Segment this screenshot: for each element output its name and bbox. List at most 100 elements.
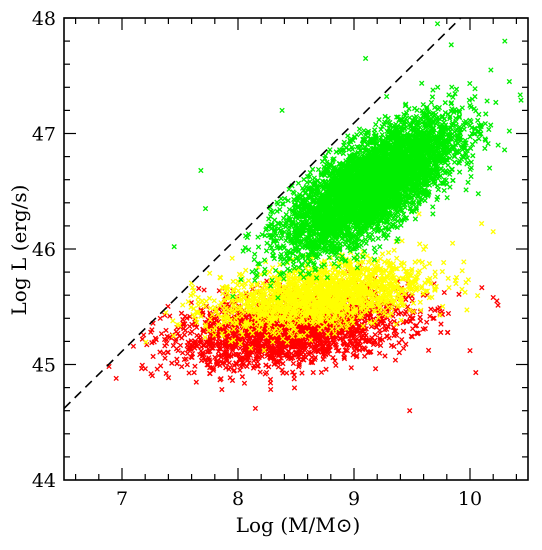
data-point-series-0: [428, 306, 434, 312]
data-point-series-1: [439, 268, 446, 275]
data-point-series-0: [113, 375, 119, 382]
data-point-series-0: [495, 302, 501, 308]
data-point-series-0: [414, 330, 420, 336]
data-point-series-0: [473, 369, 479, 376]
data-point-series-2: [506, 128, 513, 134]
data-point-series-0: [193, 379, 199, 385]
data-point-series-0: [157, 315, 163, 322]
data-point-series-0: [376, 350, 383, 356]
data-point-series-0: [163, 327, 169, 334]
data-point-series-0: [424, 319, 430, 325]
data-point-series-1: [474, 292, 481, 299]
data-point-series-0: [350, 352, 356, 358]
data-point-series-0: [351, 347, 357, 354]
data-point-series-0: [382, 353, 388, 359]
data-point-series-1: [459, 268, 465, 274]
data-point-series-0: [186, 370, 192, 376]
data-point-series-0: [372, 332, 378, 338]
data-point-series-0: [333, 362, 339, 369]
data-point-series-0: [291, 385, 298, 391]
data-point-series-0: [438, 321, 444, 327]
data-point-series-2: [249, 269, 255, 275]
data-point-series-1: [417, 299, 423, 305]
data-point-series-0: [403, 341, 409, 347]
data-point-series-0: [140, 332, 147, 338]
data-point-series-0: [184, 362, 190, 368]
data-point-series-0: [348, 365, 354, 371]
data-point-series-0: [467, 347, 473, 354]
data-point-series-0: [187, 330, 193, 336]
data-point-series-2: [435, 186, 442, 193]
data-point-series-0: [417, 309, 424, 315]
data-point-series-1: [412, 259, 418, 265]
data-point-series-0: [203, 303, 210, 310]
data-point-series-0: [366, 349, 373, 355]
data-point-series-0: [368, 323, 375, 330]
data-point-series-0: [392, 357, 399, 363]
data-point-series-1: [206, 295, 213, 301]
data-point-series-0: [291, 376, 297, 382]
data-point-series-0: [175, 347, 181, 354]
data-point-series-0: [158, 331, 165, 337]
data-point-series-0: [138, 365, 145, 372]
data-point-series-1: [446, 284, 452, 291]
data-point-series-0: [399, 337, 405, 343]
data-point-series-1: [421, 264, 428, 270]
data-point-series-1: [461, 259, 467, 265]
data-point-series-0: [441, 289, 447, 296]
data-point-series-1: [243, 267, 249, 273]
data-point-series-0: [162, 355, 168, 361]
data-point-series-0: [178, 310, 185, 316]
data-point-series-1: [195, 294, 201, 301]
data-point-series-0: [174, 356, 180, 362]
data-point-series-0: [192, 363, 198, 369]
data-point-series-0: [299, 370, 305, 376]
data-point-series-1: [453, 280, 459, 287]
data-point-series-2: [441, 187, 447, 194]
data-point-series-1: [267, 269, 273, 275]
data-point-series-1: [385, 249, 392, 256]
data-point-series-0: [268, 386, 274, 393]
data-point-series-1: [230, 278, 236, 285]
data-point-series-2: [475, 191, 481, 197]
data-point-series-1: [432, 273, 438, 280]
data-point-series-0: [148, 329, 154, 335]
data-point-series-0: [445, 310, 452, 317]
data-point-series-1: [364, 253, 370, 259]
data-point-series-0: [154, 366, 160, 372]
data-point-series-0: [456, 291, 462, 297]
data-point-series-1: [490, 229, 496, 235]
data-point-series-0: [197, 333, 203, 339]
data-point-series-0: [267, 376, 274, 383]
data-point-series-0: [244, 363, 250, 370]
data-point-series-0: [445, 329, 451, 336]
data-point-series-0: [165, 349, 171, 355]
data-point-series-2: [470, 153, 476, 159]
data-point-series-0: [257, 369, 263, 375]
data-point-series-1: [417, 268, 423, 274]
data-point-series-2: [372, 249, 378, 255]
data-point-series-0: [163, 370, 169, 377]
data-point-series-1: [459, 286, 465, 292]
data-point-series-2: [383, 93, 390, 100]
data-point-series-1: [478, 220, 485, 227]
data-point-series-1: [180, 302, 186, 308]
data-point-series-2: [476, 136, 482, 142]
data-point-series-1: [379, 251, 386, 257]
data-point-series-0: [263, 369, 270, 376]
data-point-series-0: [400, 345, 407, 352]
data-point-series-0: [179, 363, 185, 370]
data-point-series-0: [184, 315, 190, 321]
data-point-series-0: [229, 377, 236, 384]
data-point-series-0: [165, 375, 172, 381]
data-point-series-0: [186, 323, 193, 330]
data-point-series-0: [427, 313, 433, 319]
data-point-series-0: [400, 328, 407, 334]
data-point-series-0: [239, 374, 246, 380]
data-point-series-0: [252, 405, 259, 412]
data-point-series-0: [196, 285, 202, 292]
data-point-series-0: [237, 367, 243, 373]
points-layer: [106, 21, 524, 414]
data-point-series-0: [396, 350, 403, 356]
data-point-series-1: [211, 298, 217, 304]
